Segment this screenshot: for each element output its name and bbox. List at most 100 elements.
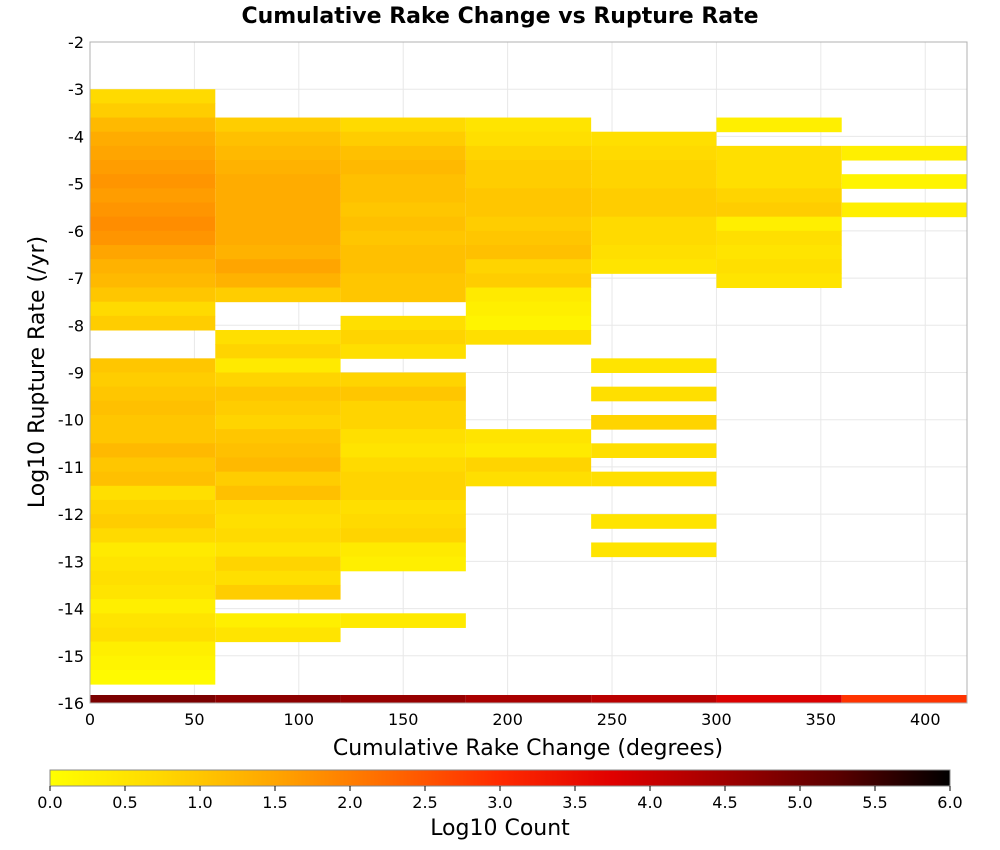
heatmap-cell (90, 613, 216, 628)
heatmap-cell (90, 160, 216, 175)
heatmap-cell (90, 542, 216, 558)
heatmap-cell (716, 695, 842, 703)
heatmap-cell (716, 117, 842, 133)
y-tick-label: -11 (58, 458, 84, 477)
heatmap-cell (465, 330, 592, 345)
heatmap-cell (215, 429, 341, 444)
heatmap-cell (215, 287, 341, 303)
heatmap-cell (591, 160, 717, 175)
y-tick-label: -5 (68, 175, 84, 194)
heatmap-cell (465, 202, 592, 218)
heatmap-cell (716, 230, 842, 246)
x-tick-label: 350 (806, 710, 837, 729)
heatmap-cell (716, 273, 842, 289)
heatmap-cell (340, 485, 466, 501)
colorbar (49, 769, 951, 787)
y-tick-label: -3 (68, 80, 84, 99)
heatmap-cell (90, 695, 216, 703)
heatmap-cell (716, 245, 842, 260)
heatmap-cell (465, 174, 592, 189)
heatmap-cell (465, 287, 592, 303)
heatmap-cell (591, 145, 717, 161)
heatmap-cell (90, 89, 216, 104)
heatmap-cell (215, 400, 341, 416)
chart-title: Cumulative Rake Change vs Rupture Rate (241, 4, 758, 29)
heatmap-cell (90, 528, 216, 543)
heatmap-cell (841, 202, 967, 218)
heatmap-cell (215, 188, 341, 204)
heatmap-cell (90, 372, 216, 388)
heatmap-cell (90, 131, 216, 147)
heatmap-cell (90, 485, 216, 501)
heatmap-cell (90, 471, 216, 487)
x-tick-label: 400 (910, 710, 941, 729)
heatmap-cell (716, 174, 842, 189)
heatmap-cell (340, 372, 466, 388)
heatmap-cell (591, 259, 717, 274)
heatmap-cell (90, 570, 216, 586)
heatmap-cell (591, 358, 717, 373)
heatmap-cell (90, 202, 216, 218)
colorbar-tick-label: 5.0 (787, 793, 812, 812)
heatmap-cell (716, 259, 842, 274)
heatmap-cell (340, 443, 466, 458)
heatmap-cell (591, 414, 717, 430)
heatmap-cell (215, 386, 341, 402)
heatmap-cell (215, 499, 341, 515)
heatmap-cell (90, 514, 216, 529)
heatmap-cell (90, 457, 216, 473)
heatmap-cell (340, 556, 466, 572)
heatmap-cell (465, 471, 592, 487)
y-tick-label: -7 (68, 269, 84, 288)
colorbar-tick-label: 1.0 (187, 793, 212, 812)
heatmap-cell (90, 556, 216, 572)
heatmap-cell (465, 273, 592, 289)
heatmap-cell (340, 499, 466, 515)
heatmap-cell (90, 499, 216, 515)
heatmap-cell (465, 160, 592, 175)
heatmap-cell (215, 160, 341, 175)
heatmap-cell (90, 400, 216, 416)
heatmap-cell (90, 216, 216, 232)
heatmap-cell (90, 641, 216, 657)
colorbar-tick-label: 2.0 (337, 793, 362, 812)
heatmap-cell (591, 386, 717, 402)
heatmap-cell (215, 131, 341, 147)
heatmap-cell (340, 471, 466, 487)
heatmap-cell (90, 103, 216, 119)
heatmap-cell (215, 528, 341, 543)
colorbar-tick-label: 3.5 (562, 793, 587, 812)
y-tick-label: -13 (58, 552, 84, 571)
heatmap-cell (90, 188, 216, 204)
heatmap-cell (716, 160, 842, 175)
heatmap-cell (215, 358, 341, 373)
heatmap-cell (465, 301, 592, 317)
heatmap-cell (215, 414, 341, 430)
heatmap-cell (465, 429, 592, 444)
heatmap-cell (215, 216, 341, 232)
heatmap-cell (340, 174, 466, 189)
heatmap-cell (591, 188, 717, 204)
heatmap-cell (465, 245, 592, 260)
heatmap-cell (215, 344, 341, 359)
heatmap-cell (90, 627, 216, 643)
heatmap-cell (340, 160, 466, 175)
heatmap-cell (215, 471, 341, 487)
heatmap-cell (716, 188, 842, 204)
heatmap-cell (591, 245, 717, 260)
heatmap-cell (215, 457, 341, 473)
x-tick-label: 150 (388, 710, 419, 729)
heatmap-cell (591, 443, 717, 458)
heatmap-cell (90, 174, 216, 189)
heatmap-cell (591, 230, 717, 246)
y-tick-label: -9 (68, 364, 84, 383)
heatmap-cell (340, 230, 466, 246)
heatmap-cell (465, 188, 592, 204)
y-tick-label: -14 (58, 600, 84, 619)
heatmap-cell (340, 202, 466, 218)
heatmap-cell (340, 287, 466, 303)
heatmap-cell (215, 230, 341, 246)
heatmap-cell (841, 145, 967, 161)
x-axis-label: Cumulative Rake Change (degrees) (333, 736, 723, 761)
heatmap-cell (90, 358, 216, 373)
